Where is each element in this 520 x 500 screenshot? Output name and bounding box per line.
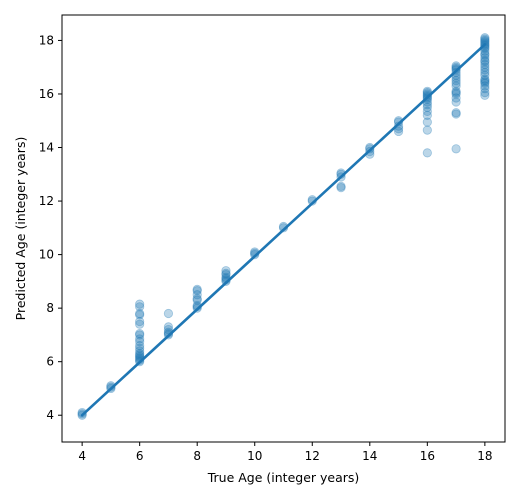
data-point	[451, 75, 461, 86]
data-point	[451, 73, 461, 83]
data-point	[451, 89, 461, 99]
data-point	[393, 126, 404, 137]
data-point	[163, 322, 174, 332]
data-point	[480, 46, 490, 56]
y-tick-label: 10	[39, 248, 54, 262]
data-point	[451, 81, 461, 91]
x-axis-ticks: 4 6 8 10 12 14 16 18	[78, 442, 493, 463]
data-point	[480, 74, 490, 84]
data-point	[135, 328, 145, 339]
data-point	[135, 337, 145, 347]
data-point	[135, 350, 145, 360]
data-point	[480, 78, 490, 88]
x-tick-label: 12	[305, 449, 320, 463]
data-point	[480, 67, 490, 78]
fit-line-layer	[80, 43, 487, 417]
data-point	[480, 53, 490, 63]
data-point	[163, 324, 174, 335]
x-tick-label: 6	[136, 449, 144, 463]
y-tick-label: 18	[39, 33, 54, 47]
data-point	[221, 270, 231, 280]
y-axis-label: Predicted Age (integer years)	[13, 137, 28, 321]
data-point	[480, 84, 490, 94]
x-tick-label: 10	[247, 449, 262, 463]
x-tick-label: 14	[362, 449, 377, 463]
data-point	[336, 181, 346, 191]
data-point	[480, 49, 490, 59]
fit-line	[80, 43, 487, 417]
x-tick-label: 18	[477, 449, 492, 463]
data-point	[135, 316, 145, 327]
y-tick-label: 8	[46, 301, 54, 315]
data-point	[480, 77, 490, 87]
y-tick-label: 6	[46, 355, 54, 369]
data-point	[135, 334, 145, 344]
data-point	[163, 308, 174, 319]
data-point	[135, 349, 145, 359]
data-point	[336, 183, 346, 193]
data-point	[135, 302, 145, 312]
data-point	[221, 266, 231, 276]
y-axis-ticks: 4 6 8 10 12 14 16 18	[39, 33, 62, 422]
data-point	[480, 57, 490, 67]
data-point	[480, 55, 490, 66]
x-tick-label: 8	[193, 449, 201, 463]
data-point	[480, 33, 490, 43]
data-point	[135, 310, 145, 320]
data-point	[135, 341, 145, 351]
data-point	[192, 284, 202, 295]
data-point	[135, 319, 145, 329]
data-point	[135, 346, 145, 356]
data-point	[422, 86, 432, 96]
data-point	[422, 102, 432, 112]
x-tick-label: 4	[78, 449, 86, 463]
data-point	[135, 299, 145, 309]
data-point	[451, 144, 461, 154]
data-point	[192, 286, 202, 296]
data-point	[451, 78, 461, 88]
x-axis-label: True Age (integer years)	[207, 470, 360, 485]
plot-frame	[61, 14, 506, 443]
data-point	[480, 81, 490, 91]
data-point	[480, 50, 490, 60]
y-tick-label: 4	[46, 408, 54, 422]
data-point	[480, 70, 490, 80]
data-point	[422, 100, 432, 110]
data-point	[192, 290, 202, 300]
data-point	[480, 65, 490, 75]
data-point	[480, 88, 490, 98]
data-point	[422, 110, 432, 120]
data-point	[135, 343, 145, 353]
data-point	[192, 295, 202, 305]
data-point	[135, 330, 145, 340]
data-point	[422, 106, 432, 116]
x-tick-label: 16	[420, 449, 435, 463]
data-point	[451, 97, 461, 107]
data-point	[451, 88, 461, 98]
data-point	[480, 75, 490, 86]
data-point	[422, 125, 432, 135]
y-tick-label: 14	[39, 141, 54, 155]
data-point	[480, 62, 490, 72]
data-point	[451, 86, 461, 96]
data-point	[221, 268, 231, 278]
data-point	[422, 148, 432, 158]
y-tick-label: 12	[39, 194, 54, 208]
data-point	[451, 93, 461, 103]
data-point	[451, 109, 461, 119]
data-point	[422, 117, 432, 127]
data-point	[192, 294, 202, 304]
data-point	[135, 308, 145, 319]
y-tick-label: 16	[39, 87, 54, 101]
data-point	[480, 90, 490, 100]
data-point	[278, 223, 289, 233]
data-point	[480, 59, 490, 70]
data-point	[451, 108, 461, 118]
